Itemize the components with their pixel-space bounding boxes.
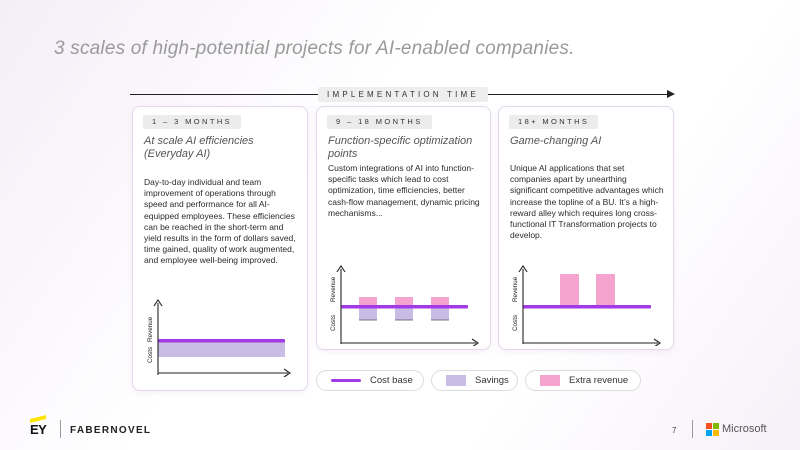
implementation-timeline: IMPLEMENTATION TIME bbox=[130, 87, 675, 103]
card-description: Day-to-day individual and team improveme… bbox=[144, 177, 296, 266]
x-axis-arrow-icon bbox=[653, 338, 661, 346]
x-axis-arrow-icon bbox=[471, 338, 479, 346]
extra-revenue-bar bbox=[431, 297, 449, 306]
slide-title: 3 scales of high-potential projects for … bbox=[54, 38, 575, 59]
savings-chart: Revenue Costs bbox=[147, 299, 291, 377]
card-function-specific: 9 – 18 MONTHS Function-specific optimiza… bbox=[316, 106, 491, 350]
extra-revenue-swatch bbox=[540, 375, 560, 386]
extra-revenue-bar bbox=[359, 297, 377, 306]
timeline-label: IMPLEMENTATION TIME bbox=[318, 87, 488, 102]
savings-swatch bbox=[446, 375, 466, 386]
cost-base-line bbox=[341, 305, 468, 309]
legend-savings: Savings bbox=[431, 370, 518, 391]
extra-revenue-chart: Revenue Costs bbox=[512, 265, 661, 346]
extra-revenue-bar bbox=[596, 274, 615, 306]
duration-badge: 9 – 18 MONTHS bbox=[327, 115, 432, 129]
legend-cost-base: Cost base bbox=[316, 370, 424, 391]
legend-label: Extra revenue bbox=[569, 375, 629, 386]
card-everyday-ai: 1 – 3 MONTHS At scale AI efficiencies (E… bbox=[132, 106, 308, 391]
y-axis-arrow-icon bbox=[153, 299, 163, 307]
card-description: Custom integrations of AI into function-… bbox=[328, 163, 480, 218]
savings-revenue-chart: Revenue Costs bbox=[330, 265, 479, 346]
cost-base-line bbox=[523, 305, 651, 309]
savings-area bbox=[158, 342, 285, 357]
duration-badge: 18+ MONTHS bbox=[509, 115, 599, 129]
footer-divider bbox=[60, 420, 61, 438]
microsoft-logo-text: Microsoft bbox=[722, 423, 767, 435]
footer-divider bbox=[692, 420, 693, 438]
savings-bar bbox=[431, 308, 449, 320]
extra-revenue-bar bbox=[560, 274, 579, 306]
costs-axis-label: Costs bbox=[147, 347, 154, 363]
revenue-axis-label: Revenue bbox=[147, 316, 154, 342]
card-title: Game-changing AI bbox=[510, 135, 602, 147]
ey-logo: EY bbox=[30, 422, 47, 437]
card-title: At scale AI efficiencies (Everyday AI) bbox=[144, 135, 254, 160]
timeline-arrow-icon bbox=[667, 90, 675, 98]
legend-label: Savings bbox=[475, 375, 509, 386]
card-description: Unique AI applications that set companie… bbox=[510, 163, 664, 241]
duration-badge: 1 – 3 MONTHS bbox=[143, 115, 242, 129]
costs-axis-label: Costs bbox=[330, 315, 337, 331]
x-axis-arrow-icon bbox=[283, 368, 291, 377]
savings-bar bbox=[395, 308, 413, 320]
cost-base-swatch bbox=[331, 379, 361, 382]
revenue-axis-label: Revenue bbox=[512, 276, 519, 302]
page-number: 7 bbox=[672, 426, 677, 435]
microsoft-logo-icon bbox=[706, 423, 719, 436]
y-axis-arrow-icon bbox=[518, 265, 528, 273]
revenue-axis-label: Revenue bbox=[330, 276, 337, 302]
card-title: Function-specific optimization points bbox=[328, 135, 473, 160]
card-game-changing: 18+ MONTHS Game-changing AI Unique AI ap… bbox=[498, 106, 674, 350]
y-axis-arrow-icon bbox=[336, 265, 346, 273]
savings-bar bbox=[359, 308, 377, 320]
costs-axis-label: Costs bbox=[512, 315, 519, 331]
cost-base-line bbox=[158, 339, 285, 343]
extra-revenue-bar bbox=[395, 297, 413, 306]
legend-extra-revenue: Extra revenue bbox=[525, 370, 641, 391]
fabernovel-logo: FABERNOVEL bbox=[70, 425, 152, 436]
legend-label: Cost base bbox=[370, 375, 413, 386]
